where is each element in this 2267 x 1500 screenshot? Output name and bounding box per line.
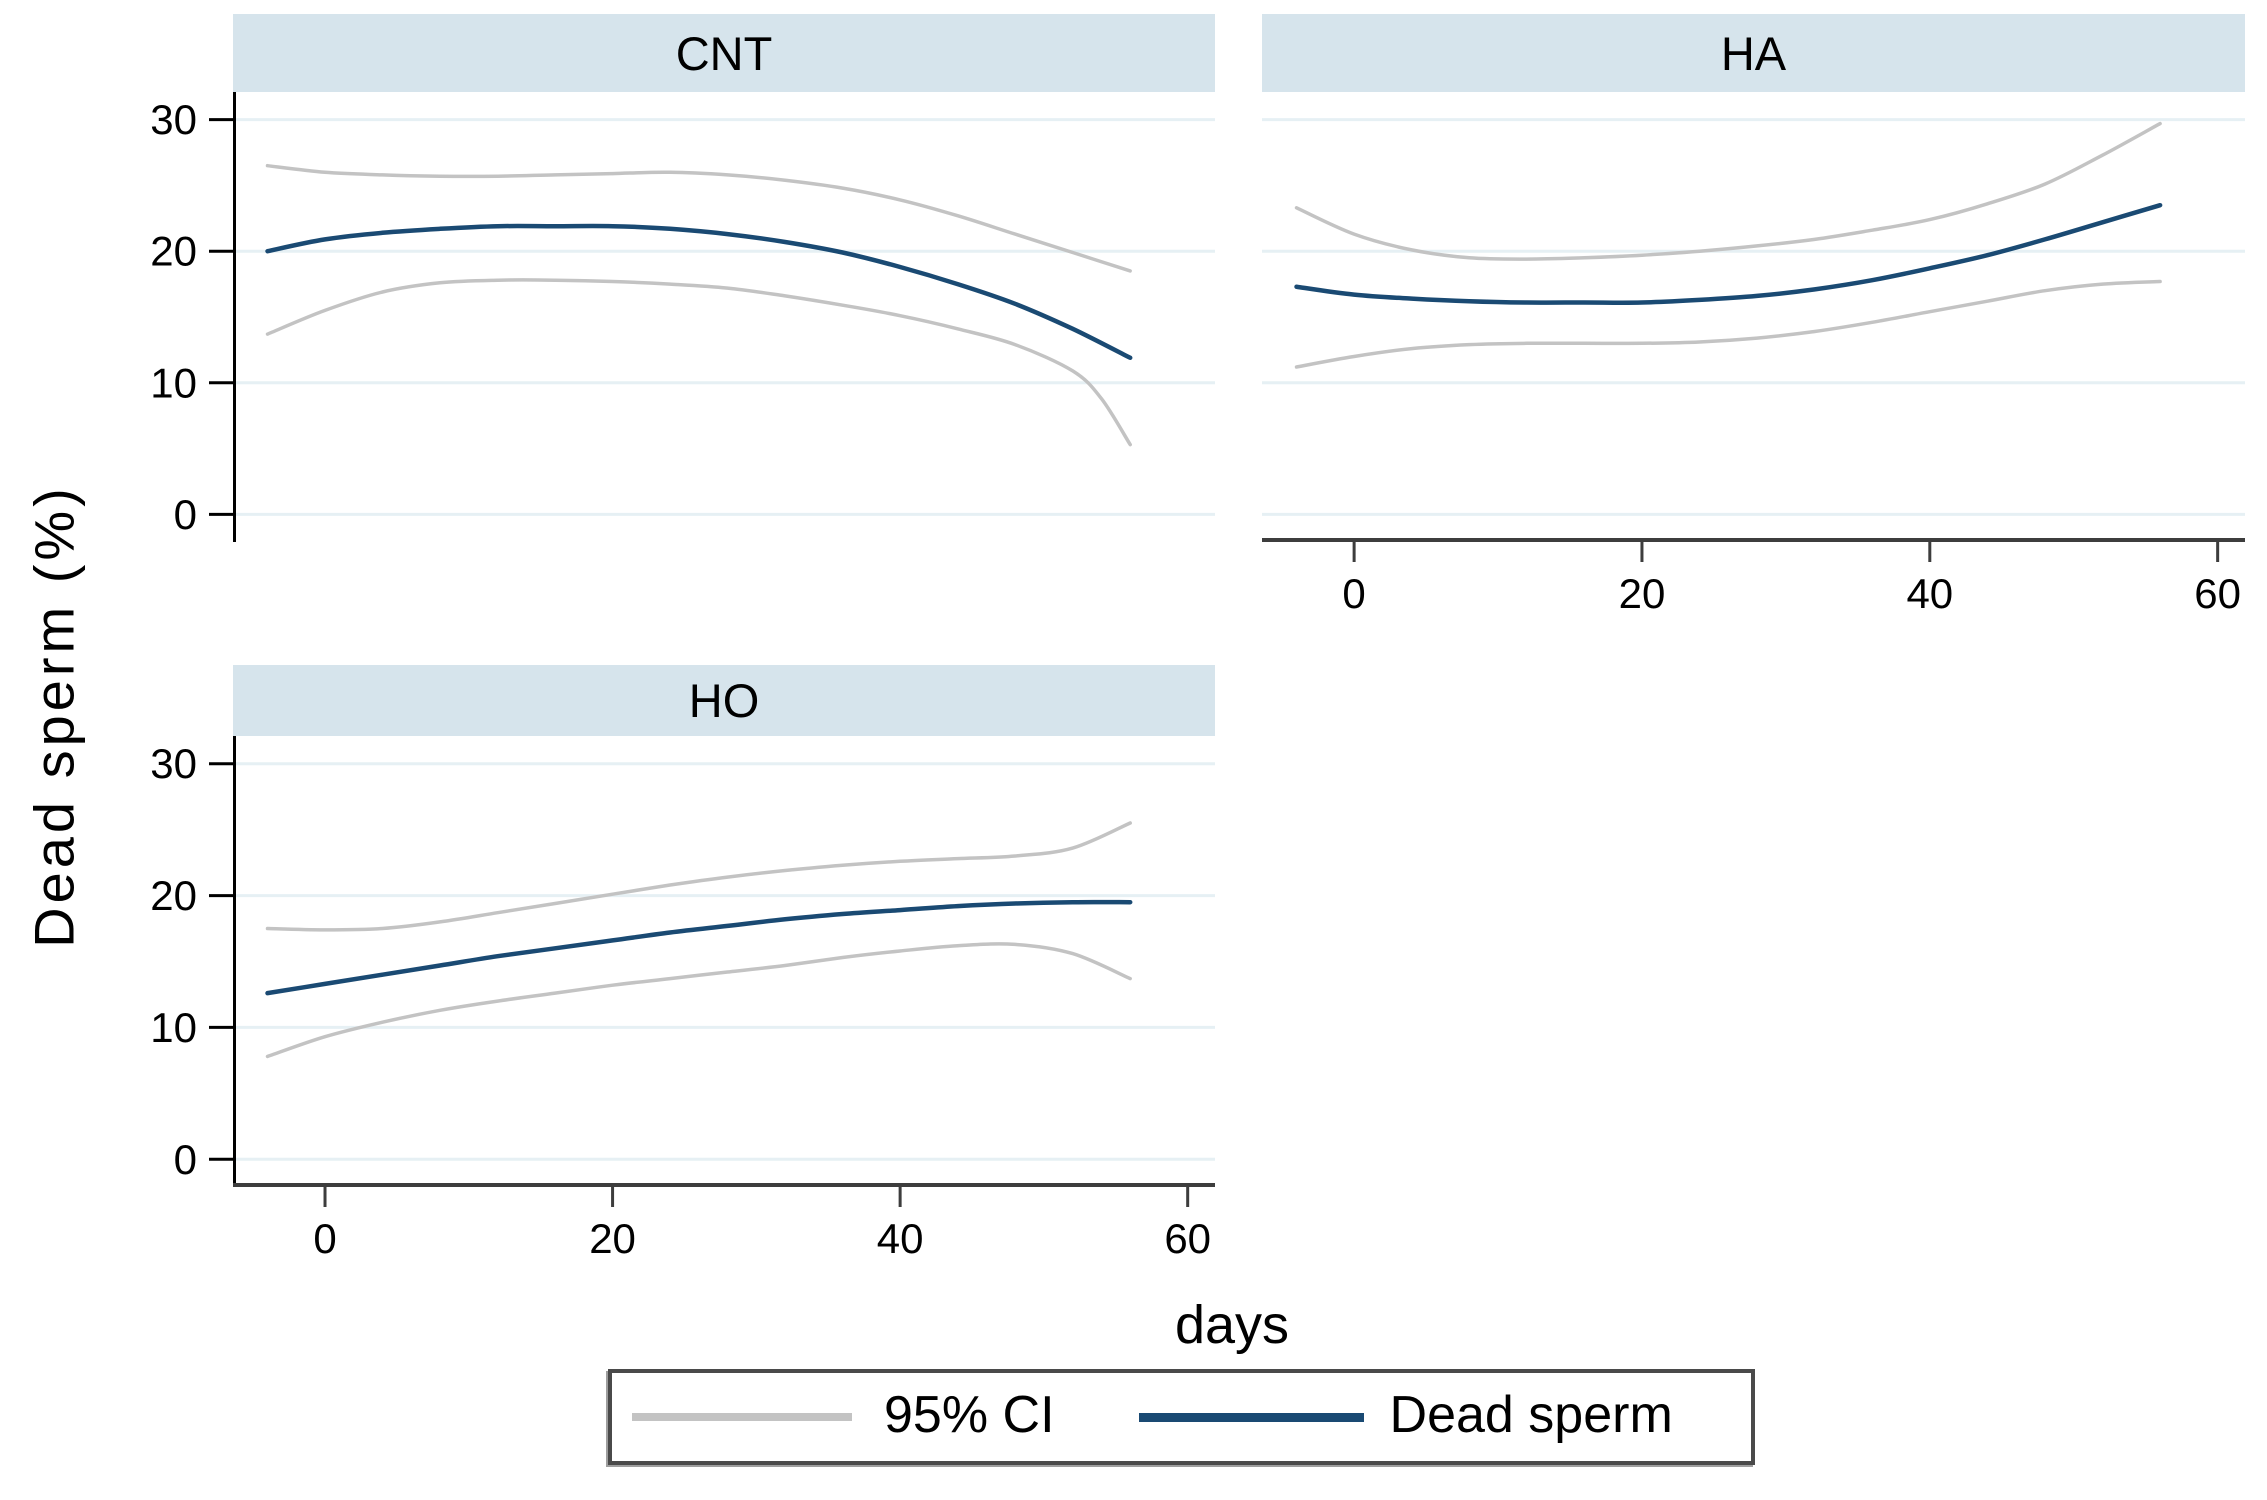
dead-sperm-legend-label: Dead sperm: [1389, 1386, 1673, 1444]
series-dead-sperm: [265, 223, 1133, 361]
panel-ho-header: HO: [233, 665, 1215, 736]
legend: 95% CI Dead sperm: [608, 1369, 1755, 1465]
x-tick-label: 20: [1619, 570, 1666, 617]
y-tick-label: 30: [150, 740, 197, 787]
y-tick-label: 10: [150, 359, 197, 406]
y-tick-label: 30: [150, 96, 197, 143]
ci-legend-label: 95% CI: [884, 1386, 1055, 1444]
y-tick-label: 20: [150, 228, 197, 275]
x-tick-label: 40: [877, 1215, 924, 1262]
panel-ho-plot: 0 10 20 30 0 20 40 60: [150, 736, 1215, 1262]
x-tick-label: 60: [2194, 570, 2241, 617]
panel-ho: HO 0 10 20 30 0 20 40 60: [150, 665, 1215, 1262]
y-axis-title: Dead sperm (%): [22, 484, 86, 948]
x-tick-label: 40: [1906, 570, 1953, 617]
series-95-ci-lower: [265, 942, 1132, 1059]
x-tick-label: 20: [589, 1215, 636, 1262]
series-95-ci-upper: [265, 821, 1132, 932]
panel-ha-title: HA: [1720, 26, 1787, 80]
x-tick-label: 0: [313, 1215, 336, 1262]
series-dead-sperm: [1294, 202, 2163, 305]
series-dead-sperm: [265, 899, 1133, 996]
panel-cnt: CNT 0 10 20 30: [150, 14, 1215, 542]
y-tick-label: 10: [150, 1004, 197, 1051]
y-tick-label: 0: [174, 491, 197, 538]
series-95-ci-lower: [1294, 279, 2162, 369]
x-tick-label: 0: [1342, 570, 1365, 617]
y-tick-label: 20: [150, 872, 197, 919]
series-95-ci-upper: [265, 163, 1132, 273]
panel-ha-plot: 0 20 40 60: [1262, 118, 2245, 617]
dead-sperm-line-sample: [1138, 1412, 1364, 1422]
x-axis-title: days: [1174, 1295, 1290, 1355]
series-95-ci-lower: [265, 278, 1132, 447]
panel-ha: HA 0 20 40 60: [1262, 14, 2245, 617]
ci-line-sample: [632, 1413, 852, 1421]
panel-cnt-plot: 0 10 20 30: [150, 92, 1215, 542]
panel-cnt-title: CNT: [675, 26, 773, 80]
panel-cnt-header: CNT: [233, 14, 1215, 92]
panel-ha-header: HA: [1262, 14, 2245, 92]
series-95-ci-upper: [1294, 121, 2162, 261]
x-tick-label: 60: [1164, 1215, 1211, 1262]
y-tick-label: 0: [174, 1136, 197, 1183]
panel-ho-title: HO: [688, 674, 760, 727]
